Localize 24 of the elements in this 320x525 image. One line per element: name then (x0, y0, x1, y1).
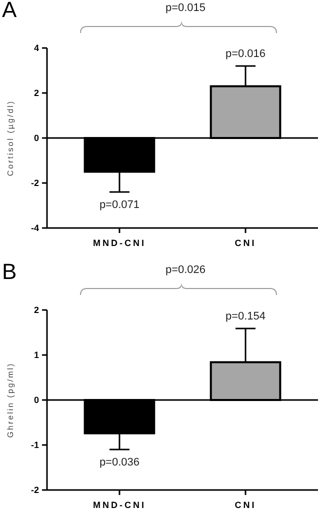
y-tick-label: -2 (30, 178, 39, 188)
annotation: p=0.036 (99, 456, 140, 468)
annotation: p=0.016 (225, 48, 266, 60)
y-tick-label: 2 (34, 88, 39, 98)
text: p=0.026 (165, 264, 206, 276)
y-tick-label: 0 (34, 395, 39, 406)
y-tick-label: 4 (34, 43, 39, 54)
annotation: p=0.071 (99, 199, 140, 211)
y-axis-title: Cortisol (µg/dl) (6, 100, 15, 176)
y-tick-label: -4 (30, 223, 39, 234)
x-tick-label: CNI (234, 238, 256, 248)
y-tick-label: 1 (34, 350, 39, 360)
y-tick-label: 0 (34, 133, 39, 144)
y-tick-label: -2 (30, 485, 39, 496)
x-tick-label: CNI (234, 500, 256, 510)
chart-title: A (2, 0, 17, 22)
annotation: p=0.154 (225, 310, 266, 322)
y-axis-title: Ghrelin (pg/ml) (6, 362, 15, 438)
x-tick-label: MND-CNI (92, 500, 146, 510)
chart-title: B (2, 259, 17, 284)
x-tick-label: MND-CNI (92, 238, 146, 248)
text: p=0.015 (165, 2, 206, 14)
y-tick-label: 2 (34, 305, 39, 316)
y-tick-label: -1 (30, 440, 39, 450)
